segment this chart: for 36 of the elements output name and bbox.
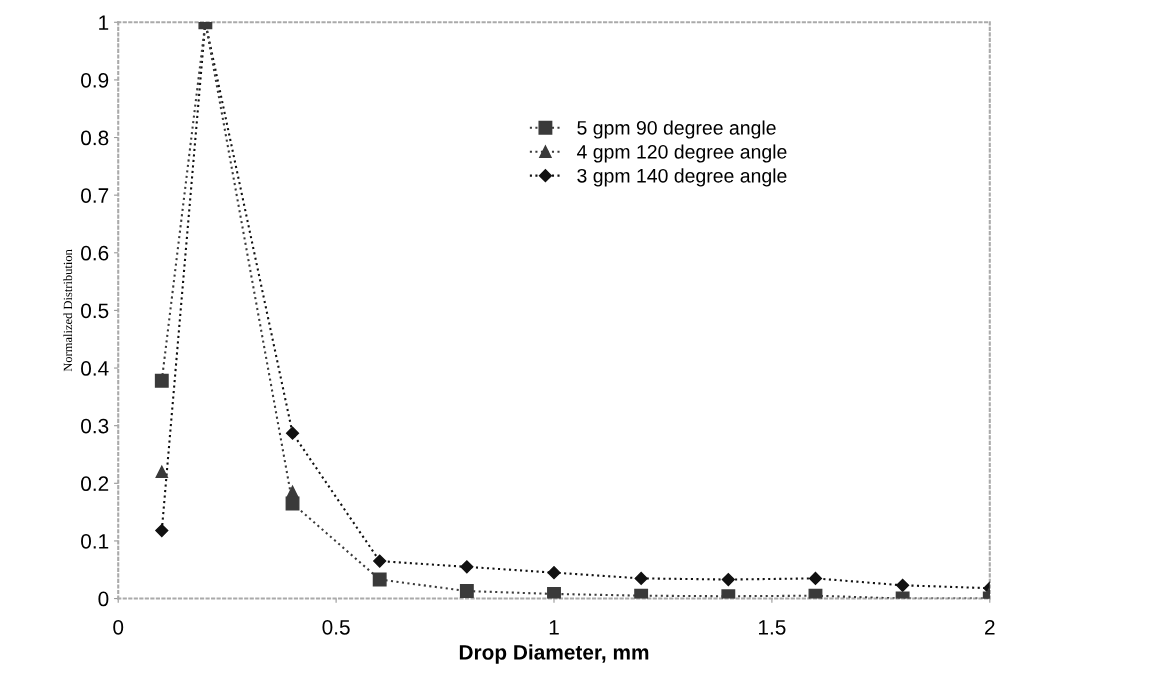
y-tick-label: 0.5 [81, 303, 109, 319]
legend-label: 3 gpm 140 degree angle [577, 168, 787, 187]
y-tick-label: 0.7 [81, 188, 109, 203]
point [155, 465, 169, 479]
point [721, 572, 735, 587]
x-tick-label: 0.5 [322, 619, 350, 635]
x-tick-label: 1 [549, 620, 559, 635]
point [896, 578, 910, 592]
point [634, 588, 649, 599]
point [459, 584, 474, 599]
x-tick-label: 2 [985, 619, 995, 635]
point [372, 572, 387, 587]
y-tick-label: 0.3 [81, 418, 109, 434]
legend-label: 5 gpm 90 degree angle [577, 120, 776, 139]
x-tick-label: 0 [113, 619, 124, 635]
point [373, 554, 387, 568]
y-tick-label: 0.6 [81, 245, 109, 261]
point [155, 523, 169, 538]
x-axis-title: Drop Diameter, mm [459, 644, 649, 664]
point [460, 560, 474, 574]
point [547, 566, 561, 580]
point [154, 373, 169, 388]
y-tick-label: 1 [99, 15, 109, 30]
y-tick-label: 0.4 [81, 361, 109, 376]
y-axis-title: Normalized Distribution [63, 249, 73, 372]
point [285, 426, 300, 440]
y-tick-label: 0.8 [81, 130, 109, 146]
point [547, 587, 561, 599]
y-tick-label: 0 [98, 591, 109, 607]
point [808, 571, 823, 585]
legend-label: 4 gpm 120 degree angle [576, 144, 787, 163]
y-tick-label: 0.9 [81, 72, 109, 88]
y-tick-label: 0.1 [81, 533, 109, 549]
x-tick-label: 1.5 [759, 620, 786, 635]
y-tick-label: 0.2 [81, 476, 109, 492]
point [634, 571, 648, 585]
